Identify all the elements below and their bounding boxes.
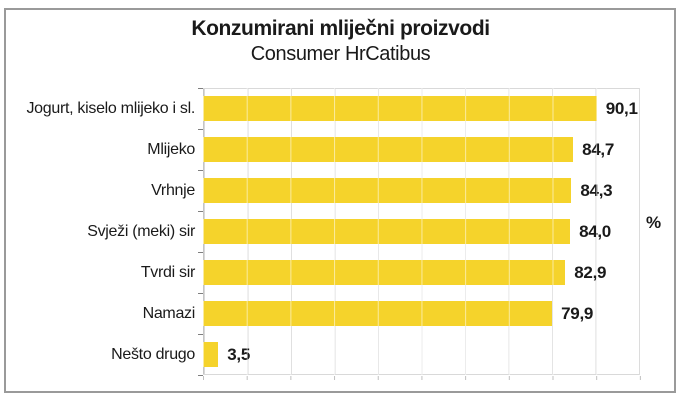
bar: [203, 342, 219, 367]
value-label: 79,9: [561, 303, 594, 323]
bar-row: Namazi 79,9: [10, 293, 640, 334]
bar-track: 84,7: [203, 137, 640, 162]
bar-track: 84,0: [203, 219, 640, 244]
bar: [203, 219, 571, 244]
bar-row: Mlijeko 84,7: [10, 129, 640, 170]
value-label: 90,1: [605, 98, 638, 118]
axis-unit-label: %: [646, 213, 662, 232]
bar-row: Nešto drugo 3,5: [10, 334, 640, 375]
value-label: 82,9: [574, 262, 607, 282]
bar: [203, 137, 574, 162]
value-label: 84,7: [582, 139, 615, 159]
bar: [203, 96, 597, 121]
value-label: 84,0: [579, 221, 611, 241]
bar-row: Jogurt, kiselo mlijeko i sl. 90,1: [10, 88, 640, 129]
category-label: Nešto drugo: [111, 345, 195, 363]
bar-track: 90,1: [203, 96, 640, 121]
chart-subtitle: Consumer HrCatibus: [250, 43, 431, 65]
bar-track: 82,9: [203, 260, 640, 285]
bar-rows: Jogurt, kiselo mlijeko i sl. 90,1 Mlijek…: [10, 88, 640, 375]
category-label: Namazi: [142, 304, 196, 322]
bar: [203, 301, 553, 326]
category-label: Vrhnje: [151, 181, 195, 199]
category-label: Svježi (meki) sir: [87, 222, 195, 240]
bar-row: Tvrdi sir 82,9: [10, 252, 640, 293]
bar-row: Vrhnje 84,3: [10, 170, 640, 211]
category-label: Jogurt, kiselo mlijeko i sl.: [26, 99, 195, 117]
bar-track: 3,5: [203, 342, 640, 367]
category-label: Tvrdi sir: [140, 263, 195, 281]
chart-title: Konzumirani mliječni proizvodi: [191, 17, 490, 40]
bar-track: 79,9: [203, 301, 640, 326]
value-label: 3,5: [227, 344, 251, 364]
category-label: Mlijeko: [147, 140, 195, 158]
chart-header: Konzumirani mliječni proizvodi Consumer …: [0, 16, 681, 66]
bar-track: 84,3: [203, 178, 640, 203]
bar-row: Svježi (meki) sir 84,0: [10, 211, 640, 252]
y-axis-tick-marks: [198, 88, 203, 377]
bar: [203, 178, 572, 203]
value-label: 84,3: [580, 180, 613, 200]
bar: [203, 260, 566, 285]
x-axis-tick-marks: [203, 376, 642, 380]
